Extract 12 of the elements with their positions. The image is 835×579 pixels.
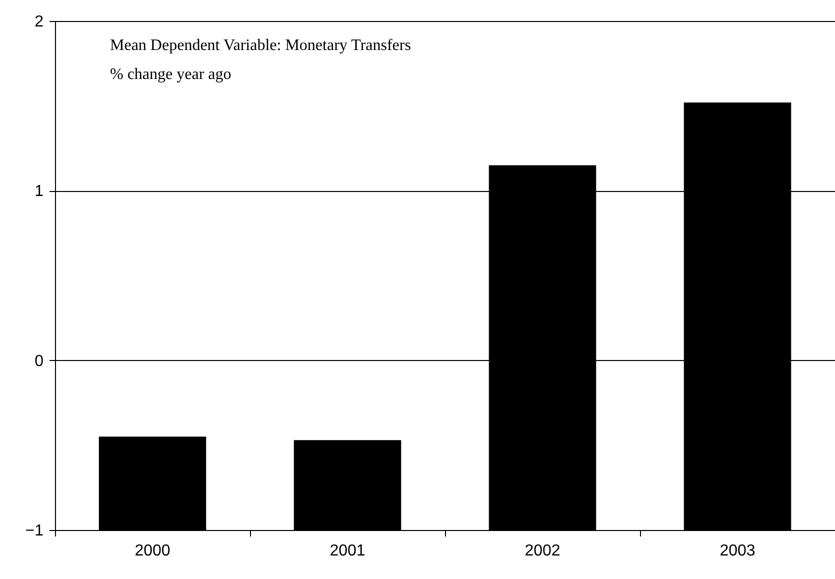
y-tick-label: 2: [34, 14, 44, 30]
x-tick-label: 2002: [524, 542, 560, 560]
x-tick-label: 2000: [134, 542, 170, 560]
x-tick-label: 2001: [330, 542, 366, 560]
y-tick-label: 0: [34, 352, 44, 370]
annotation: Mean Dependent Variable: Monetary Transfers: [110, 37, 411, 54]
y-tick-label: −1: [25, 522, 44, 540]
y-tick-label: 1: [34, 183, 44, 200]
x-tick-label: 2003: [720, 542, 756, 560]
annotation: % change year ago: [110, 66, 232, 83]
bar: [294, 440, 402, 530]
bar: [98, 436, 206, 530]
